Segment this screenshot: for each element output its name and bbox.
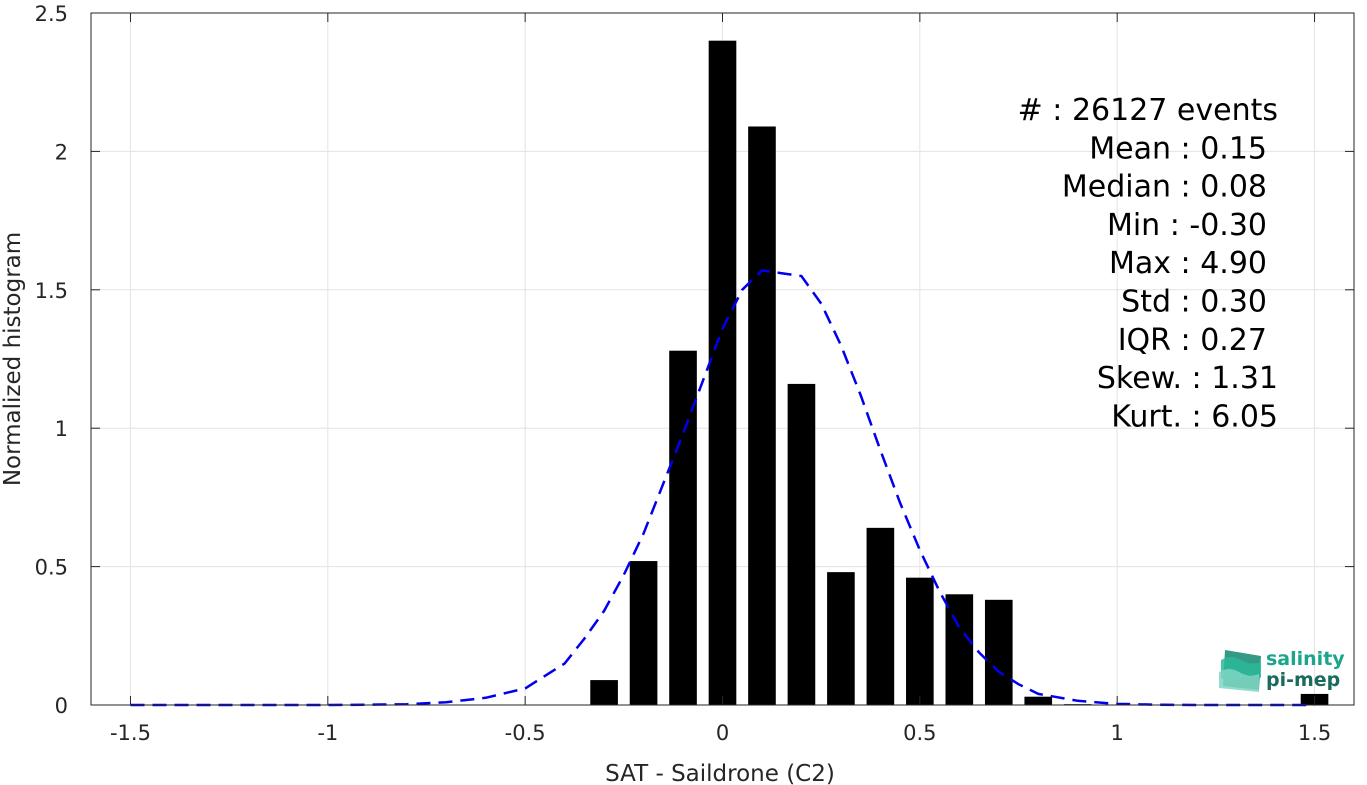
histogram-bar [906,577,934,705]
histogram-bar [708,40,737,706]
stat-line: Min : -0.30 [1107,208,1267,243]
fit-line [130,269,1315,707]
axis-ticks [91,12,1354,706]
x-tick-label: 0.5 [903,721,936,745]
histogram-bar [787,383,816,705]
histogram-bar [748,126,776,706]
x-tick-label: 0 [716,721,729,745]
histogram-bar [590,680,618,705]
histogram-bars [590,40,1329,706]
stat-line: Kurt. : 6.05 [1111,399,1278,434]
x-axis-label: SAT - Saildrone (C2) [605,761,835,785]
stat-line: Skew. : 1.31 [1097,361,1278,396]
stat-line: Median : 0.08 [1062,170,1267,205]
y-tick-label: 2 [55,140,68,164]
y-tick-label: 0.5 [35,556,68,580]
histogram-bar [827,572,855,705]
y-tick-label: 1 [55,417,68,441]
logo-line1: salinity [1266,648,1345,670]
waves-logo-icon [1219,650,1261,692]
x-tick-label: 1 [1111,721,1124,745]
histogram-bar [669,350,697,705]
y-tick-label: 0 [55,694,68,718]
histogram-bar [984,599,1013,705]
y-tick-label: 1.5 [35,279,68,303]
x-tick-label: -1 [317,721,338,745]
x-tick-label: 1.5 [1298,721,1331,745]
x-tick-label: -1.5 [110,721,151,745]
logo-line2: pi-mep [1266,669,1340,691]
stat-line: Max : 4.90 [1109,246,1267,281]
salinity-pi-mep-logo: salinity pi-mep [1219,648,1345,692]
x-tick-label: -0.5 [505,721,546,745]
fit-curve [130,269,1315,707]
y-tick-label: 2.5 [35,2,68,26]
histogram-bar [629,561,658,705]
y-axis-label: Normalized histogram [0,232,26,486]
histogram-bar [866,527,895,705]
tick-labels: -1.5 -1 -0.5 0 0.5 1 1.5 0 0.5 1 1.5 2 2.5 [35,2,1332,745]
stat-line: IQR : 0.27 [1118,323,1267,358]
histogram-bar [945,594,974,705]
stat-line: Std : 0.30 [1121,285,1267,320]
histogram-bar [1024,696,1053,705]
stat-line: # : 26127 events [1018,93,1278,128]
stat-line: Mean : 0.15 [1089,131,1267,166]
